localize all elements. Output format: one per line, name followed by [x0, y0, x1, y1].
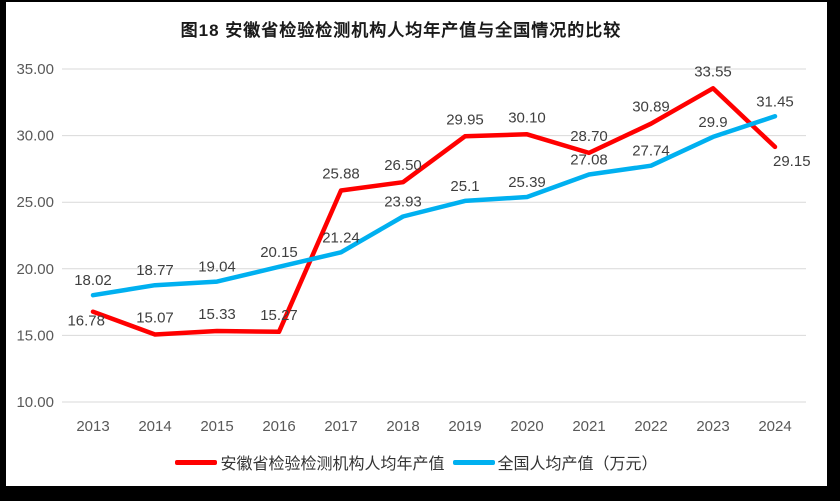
- svg-text:2017: 2017: [324, 418, 357, 435]
- svg-text:10.00: 10.00: [16, 394, 54, 411]
- legend-line-swatch-anhui: [175, 459, 218, 465]
- svg-text:2024: 2024: [758, 418, 791, 435]
- svg-text:2022: 2022: [634, 418, 667, 435]
- svg-text:20.00: 20.00: [16, 261, 54, 278]
- legend-line-swatch-national: [452, 459, 495, 465]
- legend-label-anhui: 安徽省检验检测机构人均年产值: [220, 456, 445, 473]
- svg-text:16.78: 16.78: [67, 313, 105, 330]
- svg-text:28.70: 28.70: [570, 128, 608, 145]
- svg-text:30.00: 30.00: [16, 128, 54, 145]
- svg-text:29.15: 29.15: [773, 153, 811, 170]
- svg-text:2014: 2014: [138, 418, 171, 435]
- svg-text:15.27: 15.27: [260, 307, 298, 324]
- chart-panel: 图18 安徽省检验检测机构人均年产值与全国情况的比较 10.00 15.00 20.…: [6, 2, 827, 486]
- svg-text:2019: 2019: [448, 418, 481, 435]
- svg-text:2023: 2023: [696, 418, 729, 435]
- svg-text:25.1: 25.1: [450, 178, 479, 195]
- svg-text:33.55: 33.55: [694, 63, 732, 80]
- svg-text:18.02: 18.02: [74, 272, 112, 289]
- svg-text:18.77: 18.77: [136, 262, 174, 279]
- svg-text:15.07: 15.07: [136, 310, 174, 327]
- legend-label-national: 全国人均产值（万元）: [497, 456, 658, 473]
- svg-text:2016: 2016: [262, 418, 295, 435]
- legend-item-national: 全国人均产值（万元）: [452, 450, 658, 474]
- svg-text:15.33: 15.33: [198, 306, 236, 323]
- svg-text:27.08: 27.08: [570, 152, 608, 169]
- svg-text:15.00: 15.00: [16, 327, 54, 344]
- svg-text:29.95: 29.95: [446, 111, 484, 128]
- svg-text:30.89: 30.89: [632, 99, 670, 116]
- svg-text:30.10: 30.10: [508, 109, 546, 126]
- svg-text:23.93: 23.93: [384, 194, 422, 211]
- line-chart: 10.00 15.00 20.00 25.00 30.00 35.00 2013 2014 20…: [16, 61, 811, 435]
- svg-text:25.00: 25.00: [16, 194, 54, 211]
- svg-text:2021: 2021: [572, 418, 605, 435]
- svg-text:27.74: 27.74: [632, 143, 670, 160]
- svg-text:2020: 2020: [510, 418, 543, 435]
- chart-title: 图18 安徽省检验检测机构人均年产值与全国情况的比较: [180, 21, 622, 40]
- svg-text:2018: 2018: [386, 418, 419, 435]
- svg-text:35.00: 35.00: [16, 61, 54, 78]
- svg-text:20.15: 20.15: [260, 244, 298, 261]
- svg-text:25.88: 25.88: [322, 166, 360, 183]
- legend-item-anhui: 安徽省检验检测机构人均年产值: [175, 450, 445, 474]
- svg-text:2013: 2013: [76, 418, 109, 435]
- chart-legend: 安徽省检验检测机构人均年产值 全国人均产值（万元）: [6, 450, 827, 474]
- svg-text:31.45: 31.45: [756, 93, 794, 110]
- svg-text:2015: 2015: [200, 418, 233, 435]
- svg-text:26.50: 26.50: [384, 157, 422, 174]
- svg-text:29.9: 29.9: [698, 114, 727, 131]
- svg-text:19.04: 19.04: [198, 259, 236, 276]
- svg-text:21.24: 21.24: [322, 229, 360, 246]
- svg-text:25.39: 25.39: [508, 174, 546, 191]
